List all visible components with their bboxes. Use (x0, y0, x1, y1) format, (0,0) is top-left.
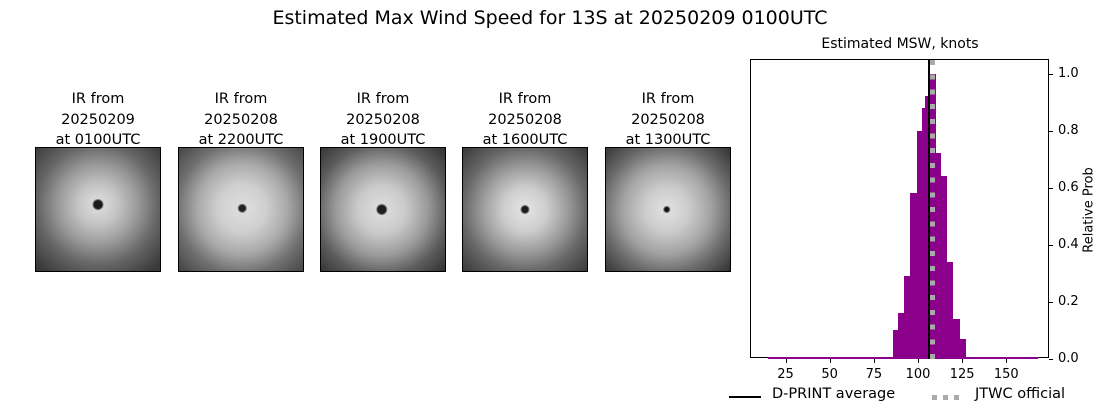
ir-title-line: IR from (498, 91, 552, 107)
y-tick-label: 0.0 (1058, 351, 1079, 366)
x-tick-label: 150 (993, 367, 1019, 382)
histogram-title: Estimated MSW, knots (821, 36, 979, 52)
x-tick-label: 100 (905, 367, 931, 382)
ir-title-time: at 0100UTC (55, 132, 141, 148)
y-tick-label: 0.2 (1058, 293, 1079, 309)
y-tick-label: 0.8 (1058, 122, 1079, 138)
ir-title-date: 20250209 (61, 111, 135, 128)
y-tick-label: 1.0 (1058, 65, 1079, 81)
histogram-bar (903, 276, 911, 359)
ir-title-date: 20250208 (346, 111, 420, 128)
ir-panel-title: IR from 20250208 at 1900UTC (290, 89, 476, 151)
ir-title-time: at 1600UTC (482, 132, 568, 148)
x-tick-mark (962, 359, 964, 363)
legend-dprint-label: D-PRINT average (772, 386, 896, 402)
y-tick-label: 0.6 (1058, 179, 1079, 195)
histogram-bar (910, 193, 918, 359)
y-tick-mark (1049, 73, 1053, 75)
jtwc-official-line (929, 60, 935, 359)
x-tick-label: 75 (865, 367, 883, 382)
ir-title-line: IR from (214, 91, 268, 107)
ir-satellite-image (605, 147, 731, 272)
legend-dprint-line-swatch (729, 396, 761, 398)
x-tick-mark (785, 359, 787, 363)
histogram-bar (940, 176, 948, 359)
x-tick-mark (829, 359, 831, 363)
histogram-bar (952, 319, 961, 359)
ir-title-line: IR from (71, 91, 125, 107)
ir-title-time: at 2200UTC (198, 132, 284, 148)
ir-title-date: 20250208 (488, 111, 562, 128)
histogram-bar (921, 107, 926, 359)
x-tick-label: 25 (777, 367, 794, 382)
ir-satellite-image (178, 147, 304, 272)
y-tick-label: 0.4 (1058, 236, 1079, 252)
histogram-bar (893, 330, 899, 359)
legend-jtwc-label: JTWC official (975, 386, 1066, 402)
ir-panel-title: IR from 20250209 at 0100UTC (5, 89, 191, 151)
histogram-bar (897, 313, 904, 359)
ir-satellite-image (320, 147, 446, 272)
ir-title-line: IR from (356, 91, 410, 107)
histogram-bar (946, 261, 954, 359)
ir-title-time: at 1900UTC (340, 132, 426, 148)
ir-panel-title: IR from 20250208 at 1600UTC (432, 89, 618, 151)
figure-title: Estimated Max Wind Speed for 13S at 2025… (272, 7, 828, 29)
y-tick-mark (1049, 244, 1053, 246)
ir-title-time: at 1300UTC (625, 132, 711, 148)
ir-panel-title: IR from 20250208 at 2200UTC (148, 89, 334, 151)
y-axis-label: Relative Prob (1081, 167, 1097, 253)
ir-satellite-image (462, 147, 588, 272)
ir-title-date: 20250208 (204, 111, 278, 128)
x-tick-label: 50 (821, 367, 838, 382)
y-tick-mark (1049, 301, 1053, 303)
ir-title-date: 20250208 (631, 111, 705, 128)
histogram-bar (935, 153, 942, 359)
x-tick-mark (1006, 359, 1008, 363)
histogram-bar (916, 130, 923, 359)
y-tick-mark (1049, 359, 1053, 360)
x-tick-label: 125 (949, 367, 975, 382)
x-tick-mark (873, 359, 875, 363)
ir-title-line: IR from (641, 91, 695, 107)
legend-jtwc-dotted-swatch (932, 395, 964, 400)
dprint-average-line (927, 60, 930, 359)
histogram-bar (959, 339, 967, 359)
ir-panel-title: IR from 20250208 at 1300UTC (575, 89, 761, 151)
x-tick-mark (918, 359, 919, 363)
y-tick-mark (1049, 187, 1053, 189)
y-tick-mark (1049, 130, 1053, 132)
ir-satellite-image (35, 147, 161, 272)
